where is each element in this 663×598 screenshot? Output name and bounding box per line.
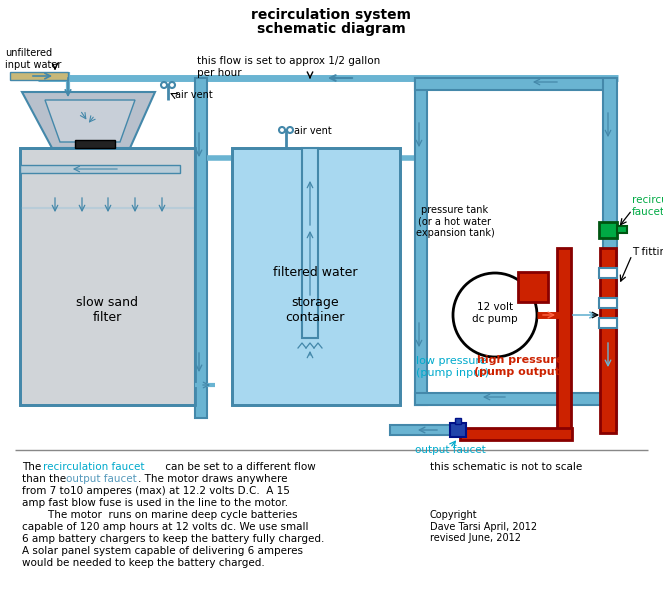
Circle shape [453,273,537,357]
Polygon shape [22,92,155,148]
Bar [415,78,615,90]
Text: pressure tank
(or a hot water
expansion tank): pressure tank (or a hot water expansion … [416,205,495,238]
Circle shape [169,82,175,88]
Bar [232,148,400,405]
Text: air vent: air vent [175,90,213,100]
Text: The: The [22,462,44,472]
Text: would be needed to keep the battery charged.: would be needed to keep the battery char… [22,558,265,568]
Text: slow sand
filter: slow sand filter [76,296,138,324]
Text: output faucet: output faucet [414,445,485,455]
Circle shape [161,82,167,88]
Bar [415,393,615,405]
Text: amp fast blow fuse is used in the line to the motor.: amp fast blow fuse is used in the line t… [22,498,288,508]
Text: Copyright
Dave Tarsi April, 2012
revised June, 2012: Copyright Dave Tarsi April, 2012 revised… [430,510,537,543]
Text: this schematic is not to scale: this schematic is not to scale [430,462,582,472]
Text: low pressure
(pump input): low pressure (pump input) [416,356,489,377]
Bar [617,226,627,233]
Bar [455,418,461,424]
Bar [75,140,115,148]
Bar [600,248,616,433]
Text: capable of 120 amp hours at 12 volts dc. We use small: capable of 120 amp hours at 12 volts dc.… [22,522,308,532]
Circle shape [279,127,285,133]
Text: . The motor draws anywhere: . The motor draws anywhere [138,474,288,484]
Text: 6 amp battery chargers to keep the battery fully charged.: 6 amp battery chargers to keep the batte… [22,534,324,544]
Bar [599,268,617,278]
Bar [599,298,617,308]
Bar [10,72,68,80]
Text: recirculation faucet: recirculation faucet [43,462,145,472]
Text: recirculation
faucet: recirculation faucet [632,195,663,216]
Text: unfiltered
input water: unfiltered input water [5,48,62,69]
Text: air vent: air vent [294,126,332,136]
Text: this flow is set to approx 1/2 gallon
per hour: this flow is set to approx 1/2 gallon pe… [197,56,381,78]
Bar [450,423,466,437]
Text: schematic diagram: schematic diagram [257,22,405,36]
Text: 12 volt
dc pump: 12 volt dc pump [472,302,518,324]
Polygon shape [45,100,135,142]
Bar [390,425,462,435]
Bar [599,318,617,328]
Text: high pressure
(pump output): high pressure (pump output) [475,355,566,377]
Circle shape [287,127,293,133]
Text: filtered water

storage
container: filtered water storage container [272,266,357,324]
Bar [460,428,572,440]
Bar [195,78,207,418]
Text: than the: than the [22,474,70,484]
Bar [415,78,427,405]
Bar [20,148,195,405]
Text: T fitting: T fitting [632,247,663,257]
Text: output faucet: output faucet [66,474,137,484]
Text: from 7 to10 amperes (max) at 12.2 volts D.C.  A 15: from 7 to10 amperes (max) at 12.2 volts … [22,486,290,496]
Text: recirculation system: recirculation system [251,8,411,22]
Text: The motor  runs on marine deep cycle batteries: The motor runs on marine deep cycle batt… [22,510,298,520]
Bar [302,148,318,338]
Bar [518,272,548,302]
Text: can be set to a different flow: can be set to a different flow [162,462,316,472]
Bar [20,165,180,173]
Bar [20,148,195,208]
Text: A solar panel system capable of delivering 6 amperes: A solar panel system capable of deliveri… [22,546,303,556]
Bar [603,78,617,430]
Bar [20,148,195,405]
Bar [232,148,400,405]
Bar [599,222,617,238]
Bar [557,248,571,433]
